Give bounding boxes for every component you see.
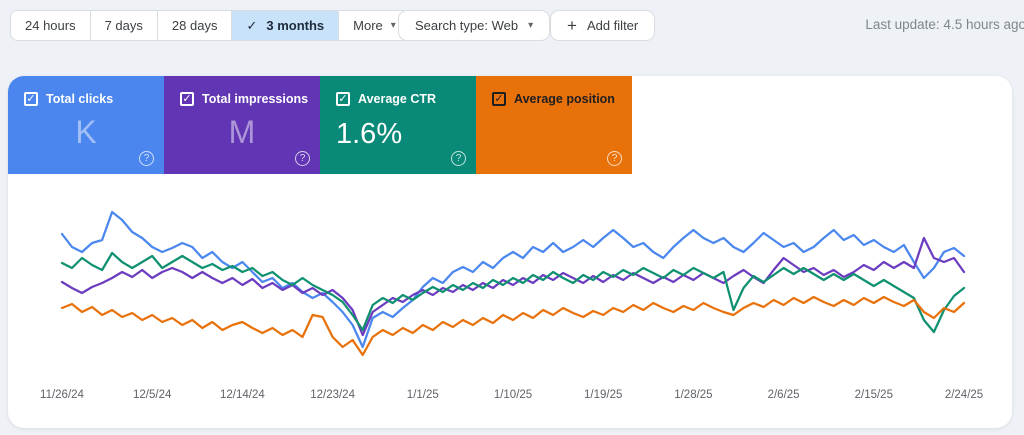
date-range-label: 3 months [266,18,325,33]
date-range-7-days[interactable]: 7 days [89,11,157,40]
average-ctr-value: 1.6% [336,118,403,150]
date-range-3-months[interactable]: ✓ 3 months [231,11,339,40]
toolbar: 24 hours 7 days 28 days ✓ 3 months More … [10,10,1024,42]
help-icon[interactable]: ? [139,151,154,166]
card-label: Total clicks [46,92,114,106]
chart-line-average-ctr [60,251,966,334]
question-glyph: ? [455,153,462,164]
date-range-more-button[interactable]: More ▾ [338,11,410,40]
card-label-row: ✓ Average position [476,76,632,106]
chart-line-total-clicks [60,210,966,349]
total-clicks-card[interactable]: ✓ Total clicks K ? [8,76,164,174]
card-label: Total impressions [202,92,309,106]
chevron-down-icon: ▾ [528,20,534,31]
x-axis-label: 2/15/25 [855,389,893,401]
search-type-dropdown[interactable]: Search type: Web ▾ [398,10,551,41]
average-ctr-checkbox[interactable]: ✓ [336,92,350,106]
check-icon: ✓ [246,17,258,33]
more-label: More [353,18,383,33]
add-filter-button[interactable]: + Add filter [550,10,656,41]
card-label-row: ✓ Total clicks [8,76,164,106]
x-axis-label: 11/26/24 [40,389,85,401]
metric-cards: ✓ Total clicks K ? ✓ Total impressions M… [8,76,632,174]
check-icon: ✓ [494,92,504,105]
help-icon[interactable]: ? [607,151,622,166]
x-axis-label: 1/19/25 [584,389,622,401]
date-range-label: 28 days [171,18,218,33]
performance-line-chart: 11/26/24 12/5/24 12/14/24 12/23/24 1/1/25 1/1… [40,210,983,401]
date-range-28-days[interactable]: 28 days [156,11,232,40]
question-glyph: ? [611,153,618,164]
average-position-card[interactable]: ✓ Average position ? [476,76,632,174]
check-icon: ✓ [182,92,192,105]
x-axis-label: 1/10/25 [494,389,532,401]
check-icon: ✓ [338,92,348,105]
date-range-selector: 24 hours 7 days 28 days ✓ 3 months More … [10,10,411,41]
average-position-checkbox[interactable]: ✓ [492,92,506,106]
plus-icon: + [567,15,577,35]
date-range-label: 7 days [104,18,143,33]
card-label-row: ✓ Average CTR [320,76,476,106]
x-axis-label: 2/24/25 [945,389,983,401]
total-impressions-card[interactable]: ✓ Total impressions M ? [164,76,320,174]
total-clicks-value: K [75,114,97,150]
performance-panel: ✓ Total clicks K ? ✓ Total impressions M… [8,76,1012,428]
date-range-24-hours[interactable]: 24 hours [11,11,90,40]
date-range-label: 24 hours [25,18,76,33]
x-axis-label: 12/23/24 [310,389,355,401]
chart-line-average-position [60,295,966,357]
question-glyph: ? [299,153,306,164]
last-update-text: Last update: 4.5 hours ago [865,17,1024,32]
card-label: Average position [514,92,615,106]
card-label-row: ✓ Total impressions [164,76,320,106]
x-axis-label: 12/5/24 [133,389,172,401]
x-axis-label: 1/1/25 [407,389,439,401]
card-label: Average CTR [358,92,437,106]
check-icon: ✓ [26,92,36,105]
chevron-down-icon: ▾ [390,20,396,31]
average-ctr-card[interactable]: ✓ Average CTR 1.6% ? [320,76,476,174]
total-impressions-value: M [228,114,256,150]
search-type-label: Search type: Web [415,18,519,33]
help-icon[interactable]: ? [295,151,310,166]
help-icon[interactable]: ? [451,151,466,166]
x-axis-label: 2/6/25 [768,389,800,401]
add-filter-label: Add filter [586,18,639,33]
total-impressions-checkbox[interactable]: ✓ [180,92,194,106]
question-glyph: ? [143,153,150,164]
x-axis-label: 1/28/25 [674,389,712,401]
chart-line-total-impressions [60,236,966,337]
x-axis-label: 12/14/24 [220,389,265,401]
total-clicks-checkbox[interactable]: ✓ [24,92,38,106]
